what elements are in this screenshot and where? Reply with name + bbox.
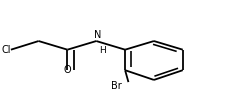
Text: H: H bbox=[99, 46, 106, 55]
Text: N: N bbox=[93, 30, 101, 40]
Text: O: O bbox=[63, 65, 71, 75]
Text: Cl: Cl bbox=[1, 45, 11, 55]
Text: Br: Br bbox=[110, 81, 121, 91]
